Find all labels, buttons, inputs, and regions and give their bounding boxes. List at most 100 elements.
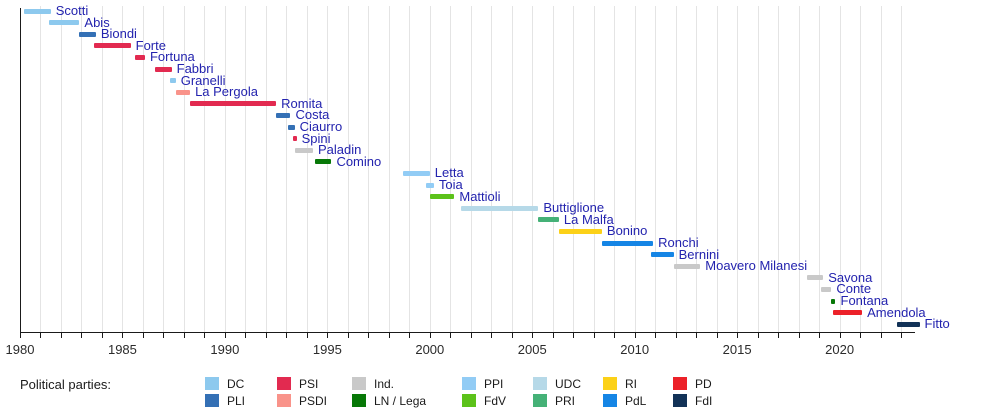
term-bar (403, 170, 430, 176)
axis-tick (429, 332, 431, 338)
legend-swatch (277, 377, 291, 390)
term-bar (169, 78, 176, 84)
year-gridline (388, 6, 390, 332)
term-bar (79, 31, 96, 37)
legend-label: FdI (695, 394, 713, 408)
axis-tick (224, 332, 226, 338)
minister-label: Letta (434, 165, 464, 181)
legend-swatch (673, 394, 687, 407)
year-gridline (552, 6, 554, 332)
legend-swatch (603, 394, 617, 407)
year-gridline (757, 6, 759, 332)
axis-tick-label: 1995 (312, 342, 342, 357)
axis-tick (142, 332, 144, 338)
year-gridline (265, 6, 267, 332)
year-gridline (593, 6, 595, 332)
term-bar (175, 89, 191, 95)
year-gridline (224, 6, 226, 332)
minister-label: Granelli (180, 72, 226, 88)
axis-tick (327, 332, 329, 338)
legend-label: PRI (555, 394, 576, 408)
year-gridline (696, 6, 698, 332)
legend-swatch (533, 394, 547, 407)
minister-label: Paladin (318, 142, 362, 158)
minister-label: Scotti (55, 3, 89, 18)
year-gridline (204, 6, 206, 332)
axis-tick (101, 332, 103, 338)
minister-label: Conte (836, 281, 872, 297)
axis-tick (40, 332, 42, 338)
x-axis-line (20, 332, 915, 333)
legend-swatch (673, 377, 687, 390)
axis-tick (716, 332, 718, 338)
axis-tick (573, 332, 575, 338)
axis-tick (286, 332, 288, 338)
year-gridline (347, 6, 349, 332)
minister-label: Abis (84, 14, 110, 30)
legend-swatch (352, 377, 366, 390)
year-gridline (901, 6, 903, 332)
minister-label: Moavero Milanesi (705, 258, 808, 274)
axis-tick (368, 332, 370, 338)
minister-label: La Malfa (563, 211, 614, 227)
year-gridline (819, 6, 821, 332)
term-bar (538, 217, 559, 223)
year-gridline (450, 6, 452, 332)
axis-tick (798, 332, 800, 338)
legend-swatch (462, 377, 476, 390)
legend-swatch (533, 377, 547, 390)
legend-label: PD (695, 377, 712, 391)
legend-swatch (603, 377, 617, 390)
axis-tick (409, 332, 411, 338)
year-gridline (532, 6, 534, 332)
year-gridline (573, 6, 575, 332)
axis-tick (737, 332, 739, 338)
term-bar (24, 8, 51, 14)
year-gridline (839, 6, 841, 332)
year-gridline (716, 6, 718, 332)
axis-tick (839, 332, 841, 338)
year-gridline (798, 6, 800, 332)
axis-tick (245, 332, 247, 338)
minister-label: Spini (301, 130, 331, 146)
year-gridline (429, 6, 431, 332)
year-gridline (880, 6, 882, 332)
year-gridline (634, 6, 636, 332)
term-bar (651, 252, 674, 258)
axis-tick (880, 332, 882, 338)
axis-tick (122, 332, 124, 338)
axis-tick (450, 332, 452, 338)
axis-tick-label: 1990 (210, 342, 240, 357)
term-bar (833, 310, 863, 316)
year-gridline (655, 6, 657, 332)
minister-label: Bonino (606, 223, 648, 239)
term-bar (673, 263, 701, 269)
year-gridline (163, 6, 165, 332)
axis-tick (470, 332, 472, 338)
year-gridline (368, 6, 370, 332)
term-bar (460, 205, 539, 211)
axis-tick (696, 332, 698, 338)
legend-label: PSDI (299, 394, 328, 408)
term-bar (896, 321, 920, 327)
year-gridline (245, 6, 247, 332)
axis-tick (347, 332, 349, 338)
year-gridline (306, 6, 308, 332)
axis-tick (675, 332, 677, 338)
legend-label: RI (625, 377, 637, 391)
term-bar (831, 298, 836, 304)
axis-tick-label: 2000 (415, 342, 445, 357)
axis-tick (183, 332, 185, 338)
axis-tick (778, 332, 780, 338)
term-bar (292, 136, 297, 142)
axis-tick-label: 1985 (107, 342, 137, 357)
legend-swatch (352, 394, 366, 407)
axis-tick (634, 332, 636, 338)
minister-label: Biondi (100, 26, 137, 42)
minister-label: Savona (828, 269, 873, 285)
year-gridline (511, 6, 513, 332)
axis-tick (20, 332, 21, 338)
legend-label: Ind. (374, 377, 395, 391)
year-gridline (101, 6, 103, 332)
